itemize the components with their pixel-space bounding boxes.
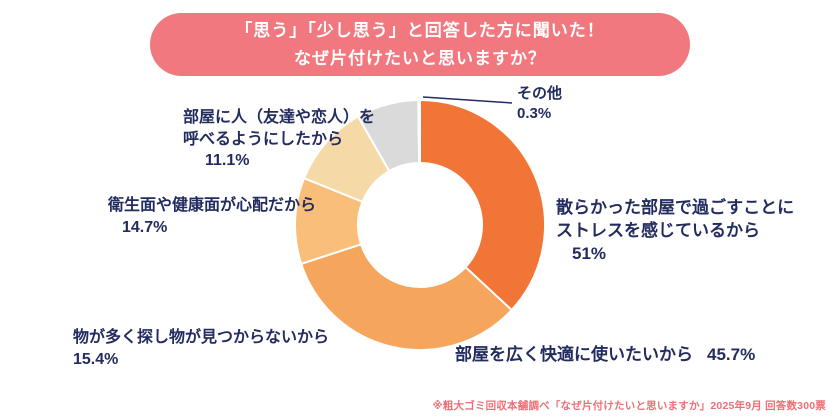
label-stress-pct: 51% [572, 243, 607, 263]
label-wide-text: 部屋を広く快適に使いたいから [455, 345, 693, 364]
source-footnote: ※粗大ゴミ回収本舗調べ「なぜ片付けたいと思いますか」2025年9月 回答数300… [432, 400, 826, 412]
label-lost-text: 物が多く探し物が見つからないから [73, 329, 330, 346]
label-stress: 散らかった部屋で過ごすことに ストレスを感じているから 51% [556, 197, 794, 266]
label-invite-people: 部屋に人（友達や恋人）を 呼べるようにしたから 11.1% [183, 107, 375, 172]
label-invite-line1: 部屋に人（友達や恋人）を [183, 109, 376, 126]
other-leader-line [422, 96, 513, 104]
title-line-2: なぜ片付けたいと思いますか？ [294, 48, 546, 68]
donut-segment-5 [417, 98, 421, 165]
label-other-pct: 0.3% [517, 105, 552, 123]
label-hygiene: 衛生面や健康面が心配だから 14.7% [108, 195, 316, 238]
label-wide-pct: 45.7% [707, 345, 756, 364]
title-banner: 「思う」「少し思う」と回答した方に聞いた！ なぜ片付けたいと思いますか？ [150, 13, 690, 76]
label-hygiene-text: 衛生面や健康面が心配だから [108, 197, 317, 214]
label-invite-line2: 呼べるようにしたから [183, 130, 344, 148]
label-wide-comfort: 部屋を広く快適に使いたいから 45.7% [455, 344, 755, 367]
label-invite-pct: 11.1% [205, 152, 250, 170]
donut-segment-0 [419, 98, 546, 312]
label-stress-line2: ストレスを感じているから [556, 220, 760, 240]
donut-segment-1 [299, 243, 514, 351]
label-lost-items: 物が多く探し物が見つからないから 15.4% [73, 327, 329, 370]
label-stress-line1: 散らかった部屋で過ごすことに [556, 198, 795, 217]
label-other: その他 0.3% [517, 84, 562, 125]
label-lost-pct: 15.4% [73, 350, 119, 368]
label-other-text: その他 [517, 85, 563, 102]
label-hygiene-pct: 14.7% [122, 218, 168, 236]
title-line-1: 「思う」「少し思う」と回答した方に聞いた！ [235, 21, 605, 41]
